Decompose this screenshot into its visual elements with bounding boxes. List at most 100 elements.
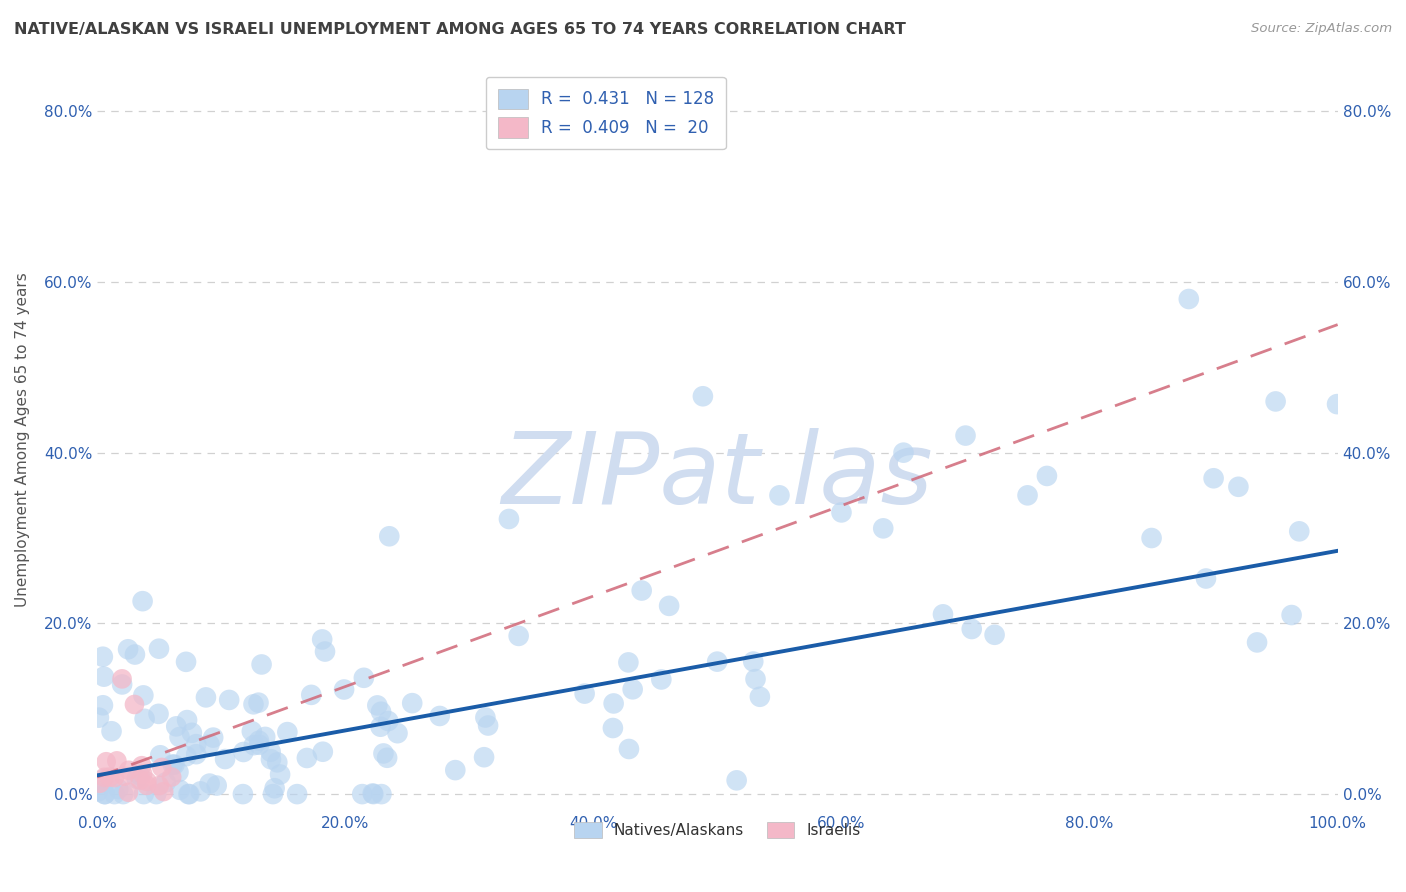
Point bbox=[176, 713, 198, 727]
Point bbox=[103, 787, 125, 801]
Point bbox=[145, 787, 167, 801]
Point bbox=[955, 428, 977, 442]
Point bbox=[706, 655, 728, 669]
Point bbox=[1036, 469, 1059, 483]
Point bbox=[243, 738, 266, 752]
Point bbox=[242, 698, 264, 712]
Point bbox=[617, 742, 640, 756]
Point bbox=[179, 787, 201, 801]
Point bbox=[370, 705, 392, 719]
Legend: Natives/Alaskans, Israelis: Natives/Alaskans, Israelis bbox=[568, 816, 868, 845]
Point bbox=[373, 747, 395, 761]
Point bbox=[370, 787, 392, 801]
Point bbox=[377, 714, 399, 728]
Point bbox=[266, 756, 288, 770]
Point bbox=[218, 693, 240, 707]
Point bbox=[250, 657, 273, 672]
Point bbox=[112, 769, 135, 783]
Point bbox=[169, 782, 191, 797]
Point bbox=[352, 787, 374, 801]
Point bbox=[131, 594, 153, 608]
Point bbox=[190, 784, 212, 798]
Point bbox=[744, 672, 766, 686]
Point bbox=[263, 781, 285, 796]
Point bbox=[725, 773, 748, 788]
Point bbox=[260, 745, 283, 759]
Point bbox=[602, 721, 624, 735]
Point bbox=[477, 718, 499, 732]
Point bbox=[262, 787, 284, 801]
Point bbox=[748, 690, 770, 704]
Point bbox=[94, 787, 117, 801]
Point bbox=[198, 776, 221, 790]
Point bbox=[893, 445, 915, 459]
Point bbox=[260, 752, 283, 766]
Point bbox=[658, 599, 681, 613]
Point bbox=[124, 648, 146, 662]
Point bbox=[194, 690, 217, 705]
Point bbox=[621, 682, 644, 697]
Point bbox=[162, 757, 184, 772]
Point bbox=[240, 724, 263, 739]
Point bbox=[247, 738, 270, 752]
Point bbox=[650, 673, 672, 687]
Point bbox=[93, 670, 115, 684]
Point bbox=[87, 711, 110, 725]
Point bbox=[276, 725, 298, 739]
Point bbox=[474, 710, 496, 724]
Text: NATIVE/ALASKAN VS ISRAELI UNEMPLOYMENT AMONG AGES 65 TO 74 YEARS CORRELATION CHA: NATIVE/ALASKAN VS ISRAELI UNEMPLOYMENT A… bbox=[14, 22, 905, 37]
Point bbox=[983, 628, 1005, 642]
Point bbox=[692, 389, 714, 403]
Point bbox=[135, 774, 157, 789]
Point bbox=[132, 689, 155, 703]
Point bbox=[498, 512, 520, 526]
Point bbox=[129, 772, 152, 787]
Y-axis label: Unemployment Among Ages 65 to 74 years: Unemployment Among Ages 65 to 74 years bbox=[15, 272, 30, 607]
Point bbox=[1017, 488, 1039, 502]
Text: Source: ZipAtlas.com: Source: ZipAtlas.com bbox=[1251, 22, 1392, 36]
Point bbox=[117, 785, 139, 799]
Point bbox=[1178, 292, 1201, 306]
Point bbox=[174, 655, 197, 669]
Point bbox=[128, 768, 150, 782]
Point bbox=[124, 698, 146, 712]
Point bbox=[131, 758, 153, 772]
Point bbox=[117, 642, 139, 657]
Point bbox=[363, 787, 385, 801]
Point bbox=[198, 737, 221, 751]
Point bbox=[111, 672, 134, 686]
Point bbox=[472, 750, 495, 764]
Point bbox=[148, 641, 170, 656]
Point bbox=[177, 787, 200, 801]
Point bbox=[149, 748, 172, 763]
Point bbox=[160, 770, 183, 784]
Point bbox=[148, 706, 170, 721]
Point bbox=[1246, 635, 1268, 649]
Point bbox=[574, 687, 596, 701]
Point bbox=[214, 752, 236, 766]
Point bbox=[91, 698, 114, 713]
Point bbox=[932, 607, 955, 622]
Point bbox=[186, 747, 208, 762]
Point bbox=[93, 770, 115, 784]
Point bbox=[96, 755, 118, 769]
Point bbox=[150, 760, 173, 774]
Point bbox=[353, 671, 375, 685]
Point bbox=[98, 770, 121, 784]
Point bbox=[1195, 572, 1218, 586]
Point bbox=[312, 745, 335, 759]
Point bbox=[617, 656, 640, 670]
Point bbox=[295, 751, 318, 765]
Point bbox=[1264, 394, 1286, 409]
Point bbox=[174, 749, 197, 764]
Point bbox=[333, 682, 356, 697]
Point bbox=[91, 649, 114, 664]
Point bbox=[1281, 608, 1303, 623]
Point bbox=[125, 772, 148, 786]
Point bbox=[131, 767, 153, 781]
Point bbox=[232, 787, 254, 801]
Point bbox=[299, 688, 322, 702]
Point bbox=[602, 697, 624, 711]
Point bbox=[89, 776, 111, 790]
Point bbox=[311, 632, 333, 647]
